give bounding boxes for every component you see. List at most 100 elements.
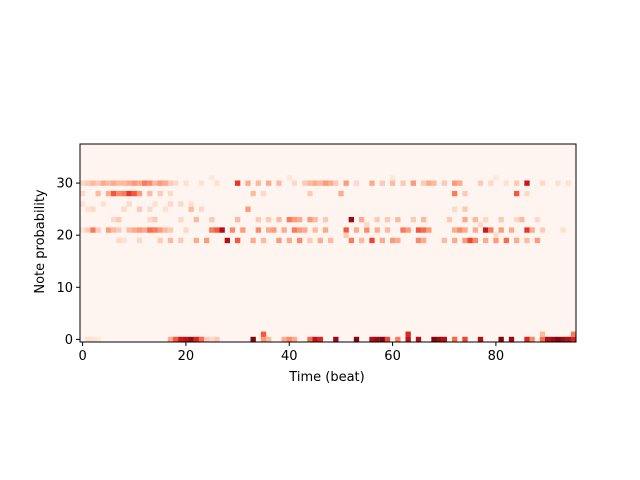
heatmap-cell xyxy=(178,336,184,343)
heatmap-cell xyxy=(452,180,458,186)
heatmap-cell xyxy=(462,216,468,223)
x-axis-label: Time (beat) xyxy=(288,370,364,385)
heatmap-cell xyxy=(260,190,267,197)
heatmap-cell xyxy=(534,216,540,223)
heatmap-cell xyxy=(157,237,163,244)
heatmap-cell xyxy=(167,227,174,233)
heatmap-cell xyxy=(514,180,520,186)
x-tick-label: 60 xyxy=(384,349,401,364)
heatmap-cell xyxy=(426,227,432,233)
heatmap-cell xyxy=(121,237,127,244)
heatmap-cell xyxy=(111,227,117,233)
heatmap-cell xyxy=(183,227,189,233)
heatmap-cell xyxy=(167,336,174,343)
heatmap-cell xyxy=(116,180,122,186)
heatmap-cell xyxy=(333,180,339,186)
heatmap-cell xyxy=(209,227,215,233)
heatmap-cell xyxy=(152,227,158,233)
heatmap-cell xyxy=(167,201,174,207)
heatmap-cell xyxy=(550,336,556,343)
heatmap-cell xyxy=(405,331,411,337)
heatmap-cell xyxy=(90,336,96,343)
heatmap-cell xyxy=(503,180,509,186)
heatmap-cell xyxy=(85,180,91,186)
heatmap-cell xyxy=(90,206,96,212)
heatmap-cell xyxy=(328,180,334,186)
heatmap-cell xyxy=(136,227,143,233)
heatmap-cell xyxy=(276,237,282,244)
heatmap-cell xyxy=(452,336,458,343)
heatmap-cell xyxy=(152,180,158,186)
heatmap-cell xyxy=(539,227,546,233)
heatmap-cell xyxy=(524,227,530,233)
heatmap-cell xyxy=(250,237,256,244)
heatmap-cell xyxy=(348,216,354,223)
heatmap-cell xyxy=(477,180,484,186)
heatmap-cell xyxy=(472,216,478,223)
heatmap-cell xyxy=(431,180,437,186)
heatmap-cell xyxy=(85,336,91,343)
heatmap-cell xyxy=(565,336,571,343)
heatmap-cell xyxy=(384,336,391,343)
heatmap-cell xyxy=(312,180,318,186)
heatmap-cell xyxy=(415,237,422,244)
heatmap-cell xyxy=(105,180,112,186)
x-tick-label: 20 xyxy=(178,349,195,364)
heatmap-cell xyxy=(534,237,540,244)
heatmap-cell xyxy=(348,237,354,244)
heatmap-cell xyxy=(343,227,349,233)
heatmap-cell xyxy=(488,227,494,233)
heatmap-cell xyxy=(508,336,515,343)
heatmap-cell xyxy=(255,216,261,223)
heatmap-cell xyxy=(188,206,194,212)
heatmap-cell xyxy=(250,336,256,343)
heatmap-cell xyxy=(374,216,380,223)
heatmap-cell xyxy=(570,336,577,343)
heatmap-cell xyxy=(183,336,189,343)
heatmap-cell xyxy=(452,237,458,244)
heatmap-cell xyxy=(209,336,215,343)
heatmap-cell xyxy=(457,227,463,233)
heatmap-cell xyxy=(483,227,489,233)
heatmap-cell xyxy=(214,336,220,343)
heatmap-cell xyxy=(111,180,117,186)
heatmap-cell xyxy=(462,237,468,244)
heatmap-cell xyxy=(188,336,194,343)
heatmap-cell xyxy=(379,237,385,244)
plot-area xyxy=(79,143,577,343)
heatmap-cell xyxy=(322,216,329,223)
heatmap-cell xyxy=(111,190,117,197)
heatmap-cell xyxy=(415,336,422,343)
heatmap-cell xyxy=(395,336,401,343)
heatmap-cell xyxy=(405,336,411,343)
heatmap-cell xyxy=(178,237,184,244)
heatmap-cell xyxy=(374,336,380,343)
heatmap-cell xyxy=(560,336,566,343)
heatmap-cell xyxy=(322,180,329,186)
heatmap-cell xyxy=(524,180,530,186)
heatmap-cell xyxy=(167,237,174,244)
heatmap-cell xyxy=(364,222,370,228)
heatmap-cell xyxy=(498,216,504,223)
heatmap-cell xyxy=(193,336,199,343)
heatmap-cell xyxy=(405,227,411,233)
y-tick-label: 30 xyxy=(56,177,73,192)
heatmap-cell xyxy=(266,336,272,343)
heatmap-cell xyxy=(167,180,174,186)
heatmap-cell xyxy=(493,237,499,244)
heatmap-cell xyxy=(209,175,215,181)
heatmap-cell xyxy=(229,227,236,233)
heatmap-cell xyxy=(147,190,153,197)
heatmap-cell xyxy=(307,237,313,244)
heatmap-cell xyxy=(529,336,535,343)
heatmap-cell xyxy=(390,180,396,186)
heatmap-cell xyxy=(162,180,168,186)
heatmap-cell xyxy=(291,336,298,343)
heatmap-cell xyxy=(157,180,163,186)
heatmap-cell xyxy=(214,180,220,186)
heatmap-cell xyxy=(441,237,447,244)
heatmap-cell xyxy=(390,237,396,244)
heatmap-cell xyxy=(359,237,365,244)
heatmap-cell xyxy=(162,227,168,233)
heatmap-cell xyxy=(307,216,313,223)
